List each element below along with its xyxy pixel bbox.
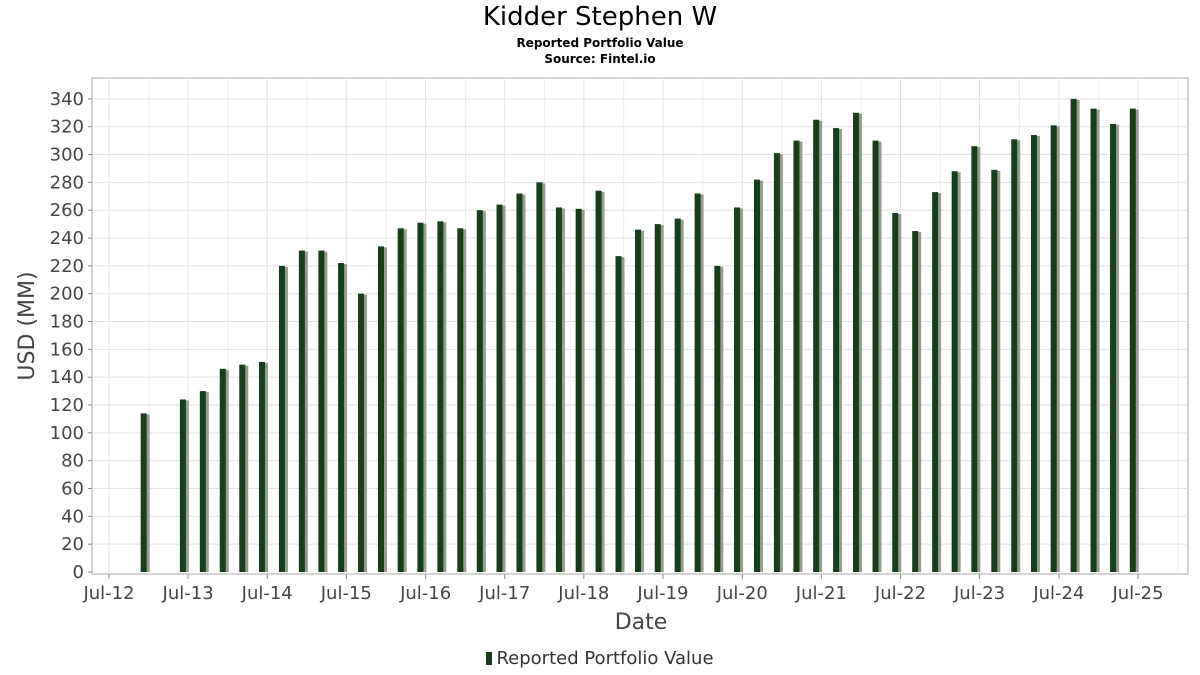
bar: [179, 399, 186, 572]
x-tick-label: Jul-20: [716, 583, 768, 604]
x-axis: Jul-12 Jul-13 Jul-14 Jul-15 Jul-16 Jul-17 Jul-…: [82, 574, 1164, 604]
bar: [457, 228, 464, 572]
y-tick-label: 60: [61, 479, 84, 500]
bar: [833, 128, 840, 573]
bar: [1050, 125, 1057, 572]
bar: [199, 391, 206, 572]
chart-subtitle: Reported Portfolio Value: [516, 36, 684, 50]
y-tick-label: 20: [61, 534, 84, 555]
bar: [674, 218, 681, 572]
bar: [714, 265, 721, 572]
bar: [258, 361, 265, 572]
x-tick-label: Jul-16: [399, 583, 451, 604]
y-tick-label: 300: [50, 145, 84, 166]
chart-title: Kidder Stephen W: [482, 2, 718, 32]
bar: [1030, 135, 1037, 572]
bar: [298, 250, 305, 572]
y-tick-label: 40: [61, 506, 84, 527]
bar: [892, 212, 899, 572]
x-tick-label: Jul-24: [1032, 583, 1084, 604]
y-tick-label: 340: [50, 89, 84, 110]
bar: [278, 265, 285, 572]
bar: [555, 207, 562, 573]
bar: [991, 169, 998, 572]
y-tick-label: 200: [50, 284, 84, 305]
x-tick-label: Jul-14: [241, 583, 293, 604]
bar: [1129, 108, 1136, 573]
x-tick-label: Jul-15: [320, 583, 372, 604]
y-tick-label: 220: [50, 256, 84, 277]
y-tick-label: 100: [50, 423, 84, 444]
x-tick-label: Jul-19: [636, 583, 688, 604]
bar: [219, 368, 226, 572]
bar: [853, 112, 860, 573]
bar: [872, 140, 879, 572]
bar: [694, 193, 701, 572]
x-tick-label: Jul-23: [953, 583, 1005, 604]
bar: [1110, 123, 1117, 572]
y-tick-label: 0: [73, 562, 84, 583]
bar: [575, 208, 582, 572]
bar: [437, 221, 444, 572]
y-tick-label: 160: [50, 339, 84, 360]
bar: [595, 190, 602, 572]
y-tick-label: 120: [50, 395, 84, 416]
x-tick-label: Jul-17: [478, 583, 530, 604]
bar: [496, 204, 503, 572]
bars: [140, 98, 1139, 573]
bar: [516, 193, 523, 572]
bar: [615, 256, 622, 572]
bar: [417, 222, 424, 572]
chart-source: Source: Fintel.io: [544, 52, 656, 66]
bar: [654, 224, 661, 572]
bar: [397, 228, 404, 572]
y-tick-label: 260: [50, 200, 84, 221]
bar: [971, 146, 978, 572]
y-axis-label: USD (MM): [15, 271, 40, 380]
x-tick-label: Jul-12: [82, 583, 134, 604]
bar: [912, 231, 919, 572]
bar: [338, 263, 345, 572]
bar: [734, 207, 741, 573]
bar: [358, 293, 365, 572]
bar: [813, 119, 820, 573]
legend: Reported Portfolio Value: [0, 648, 1200, 669]
x-tick-label: Jul-18: [557, 583, 609, 604]
bar: [1011, 139, 1018, 573]
y-tick-label: 240: [50, 228, 84, 249]
bar: [536, 182, 543, 572]
bar: [1070, 98, 1077, 573]
x-tick-label: Jul-25: [1111, 583, 1163, 604]
bar: [753, 179, 760, 572]
bar: [932, 192, 939, 572]
x-tick-label: Jul-22: [874, 583, 926, 604]
y-tick-label: 140: [50, 367, 84, 388]
y-tick-label: 280: [50, 172, 84, 193]
bar: [793, 140, 800, 572]
bar: [773, 153, 780, 572]
bar: [140, 413, 147, 572]
x-tick-label: Jul-21: [795, 583, 847, 604]
bar: [476, 210, 483, 572]
bar: [377, 246, 384, 572]
y-tick-label: 80: [61, 451, 84, 472]
legend-swatch: [486, 652, 493, 665]
legend-label: Reported Portfolio Value: [496, 648, 714, 669]
x-tick-label: Jul-13: [162, 583, 214, 604]
y-tick-label: 320: [50, 117, 84, 138]
x-axis-label: Date: [615, 610, 668, 635]
bar: [239, 364, 246, 572]
bar: [1090, 108, 1097, 573]
bar: [951, 171, 958, 572]
y-axis: 0 20 40 60 80 100 120 140 160 180 200 220 240 260 280 3…: [50, 89, 92, 583]
y-tick-label: 180: [50, 312, 84, 333]
bar: [318, 250, 325, 572]
bar: [635, 229, 642, 572]
